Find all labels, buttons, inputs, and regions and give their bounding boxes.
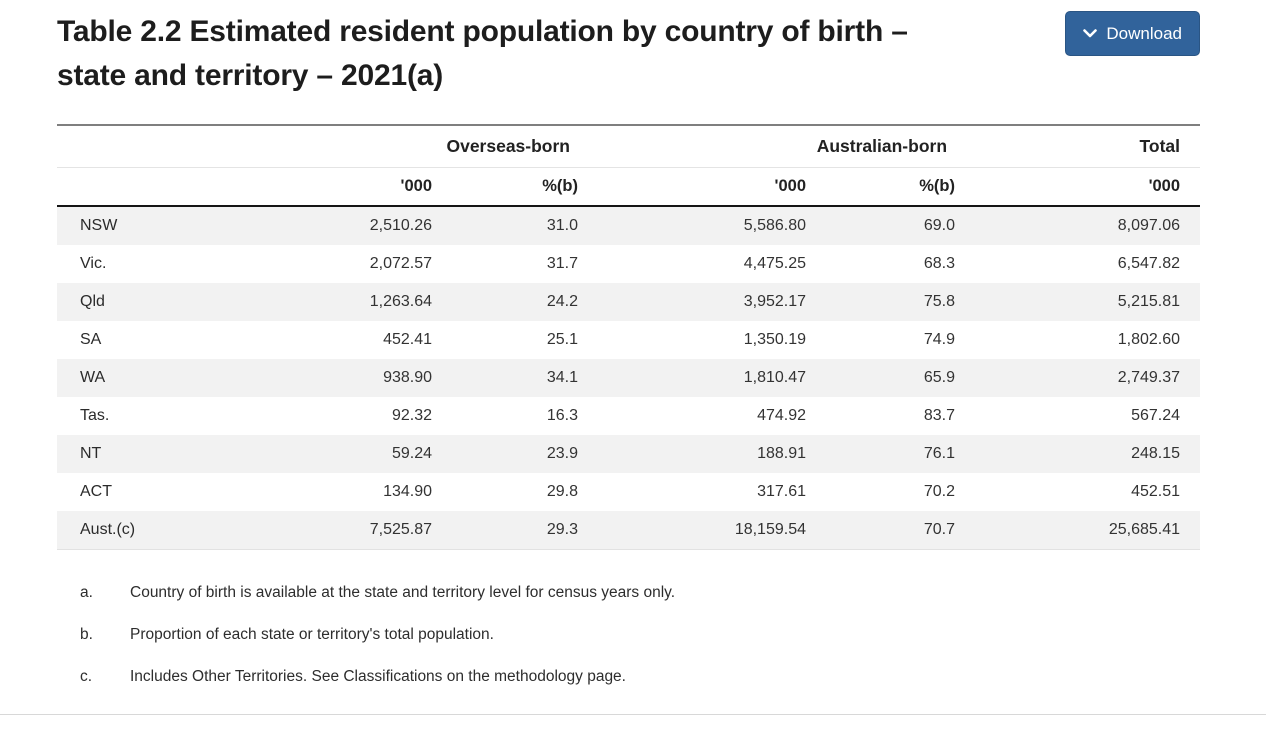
col-header-overseas-thousands: '000 (307, 167, 452, 207)
cell: 16.3 (546, 407, 578, 424)
col-header-overseas-percent: %(b) (452, 167, 598, 207)
cell: 18,159.54 (734, 521, 806, 538)
row-label: Vic. (80, 255, 107, 272)
row-label: ACT (80, 483, 112, 500)
cell: 23.9 (546, 445, 578, 462)
cell: 474.92 (757, 407, 806, 424)
cell: 7,525.87 (369, 521, 432, 538)
cell: 25.1 (546, 331, 578, 348)
cell: 83.7 (923, 407, 956, 424)
cell: 134.90 (383, 483, 432, 500)
cell: 3,952.17 (743, 293, 806, 310)
cell: 5,586.80 (743, 217, 806, 234)
cell: 68.3 (923, 255, 956, 272)
corner-cell (57, 125, 307, 168)
bottom-divider (0, 714, 1266, 715)
cell: 1,350.19 (743, 331, 806, 348)
row-label: Aust.(c) (80, 521, 136, 538)
cell: 938.90 (383, 369, 432, 386)
footnote-marker: b. (80, 626, 93, 643)
cell: 1,802.60 (1117, 331, 1181, 348)
cell: 188.91 (757, 445, 806, 462)
row-label: Qld (80, 293, 105, 310)
row-label: SA (80, 331, 102, 348)
cell: 59.24 (391, 445, 432, 462)
cell: 65.9 (923, 369, 956, 386)
cell: 2,072.57 (369, 255, 432, 272)
footnote-marker: c. (80, 668, 93, 685)
col-header-australian-percent: %(b) (826, 167, 976, 207)
table-title-line-2: state and territory – 2021(a) (57, 59, 444, 92)
cell: 70.2 (923, 483, 956, 500)
footnote-text: Country of birth is available at the sta… (130, 584, 676, 601)
cell: 29.3 (546, 521, 578, 538)
table-row-vic: Vic. 2,072.57 31.7 4,475.25 68.3 6,547.8… (57, 245, 1200, 283)
footnote-c: c. Includes Other Territories. See Class… (57, 666, 1266, 687)
table-title-line-1: Table 2.2 Estimated resident population … (57, 15, 908, 48)
row-label: NT (80, 445, 102, 462)
table-title: Table 2.2 Estimated resident population … (57, 10, 908, 98)
table-row-wa: WA 938.90 34.1 1,810.47 65.9 2,749.37 (57, 359, 1201, 397)
cell: 29.8 (546, 483, 578, 500)
footnote-marker: a. (80, 584, 93, 601)
cell: 74.9 (923, 331, 956, 348)
cell: 75.8 (923, 293, 956, 310)
row-label: WA (80, 369, 106, 386)
col-group-overseas-born: Overseas-born (307, 125, 598, 168)
cell: 452.51 (1131, 483, 1181, 500)
cell: 92.32 (391, 407, 432, 424)
cell: 4,475.25 (743, 255, 806, 272)
download-button[interactable]: Download (1065, 11, 1200, 56)
col-header-total-thousands: '000 (975, 167, 1201, 207)
footnote-text: Includes Other Territories. See Classifi… (130, 668, 626, 685)
cell: 25,685.41 (1108, 521, 1181, 538)
cell: 5,215.81 (1117, 293, 1181, 310)
cell: 1,263.64 (369, 293, 432, 310)
footnote-a: a. Country of birth is available at the … (57, 582, 1266, 603)
population-table: Overseas-born Australian-born Total '000… (57, 124, 1201, 550)
cell: 567.24 (1131, 407, 1181, 424)
footnote-b: b. Proportion of each state or territory… (57, 624, 1266, 645)
col-header-australian-thousands: '000 (598, 167, 826, 207)
cell: 34.1 (546, 369, 578, 386)
cell: 2,749.37 (1117, 369, 1181, 386)
cell: 76.1 (923, 445, 956, 462)
cell: 69.0 (923, 217, 956, 234)
table-row-tas: Tas. 92.32 16.3 474.92 83.7 567.24 (57, 397, 1200, 435)
cell: 452.41 (383, 331, 432, 348)
table-row-nt: NT 59.24 23.9 188.91 76.1 248.15 (57, 435, 1201, 473)
cell: 31.7 (546, 255, 578, 272)
table-row-act: ACT 134.90 29.8 317.61 70.2 452.51 (57, 473, 1200, 511)
col-group-total: Total (975, 125, 1201, 168)
cell: 1,810.47 (743, 369, 806, 386)
cell: 70.7 (923, 521, 956, 538)
cell: 31.0 (546, 217, 578, 234)
cell: 317.61 (757, 483, 806, 500)
download-button-label: Download (1106, 23, 1182, 43)
corner-cell (57, 167, 307, 207)
column-unit-row: '000 %(b) '000 %(b) '000 (57, 167, 1201, 207)
row-label: NSW (80, 217, 118, 234)
table-row-sa: SA 452.41 25.1 1,350.19 74.9 1,802.60 (57, 321, 1200, 359)
row-label: Tas. (80, 407, 110, 424)
table-row-qld: Qld 1,263.64 24.2 3,952.17 75.8 5,215.81 (57, 283, 1201, 321)
chevron-down-icon (1083, 29, 1098, 38)
footnotes: a. Country of birth is available at the … (57, 582, 1266, 687)
cell: 248.15 (1131, 445, 1181, 462)
col-group-australian-born: Australian-born (598, 125, 976, 168)
table-row-nsw: NSW 2,510.26 31.0 5,586.80 69.0 8,097.06 (57, 206, 1201, 245)
cell: 24.2 (546, 293, 578, 310)
cell: 2,510.26 (369, 217, 432, 234)
table-header: Table 2.2 Estimated resident population … (57, 10, 1200, 98)
cell: 8,097.06 (1117, 217, 1181, 234)
column-group-row: Overseas-born Australian-born Total (57, 125, 1201, 168)
cell: 6,547.82 (1117, 255, 1181, 272)
table-row-aust: Aust.(c) 7,525.87 29.3 18,159.54 70.7 25… (57, 511, 1201, 550)
footnote-text: Proportion of each state or territory's … (130, 626, 494, 643)
page: Table 2.2 Estimated resident population … (57, 10, 1266, 687)
